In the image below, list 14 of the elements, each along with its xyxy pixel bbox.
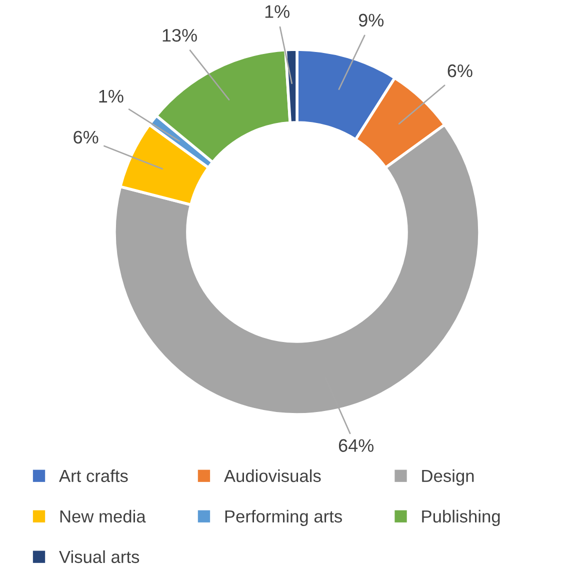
data-label: 6% <box>74 130 98 144</box>
data-label: 1% <box>265 5 290 18</box>
data-label: 13% <box>162 28 197 42</box>
data-label: 6% <box>448 64 472 78</box>
data-label: 1% <box>99 90 124 103</box>
legend-label: Audiovisuals <box>224 469 321 482</box>
data-label: 9% <box>358 14 384 27</box>
legend-label: Design <box>422 469 474 486</box>
legend-label: Art crafts <box>59 469 128 482</box>
legend-label: Performing arts <box>225 510 342 526</box>
legend-label: Visual arts <box>59 550 140 564</box>
legend-label: New media <box>60 510 146 523</box>
legend-label: Publishing <box>422 510 500 526</box>
data-label: 64% <box>338 439 374 452</box>
